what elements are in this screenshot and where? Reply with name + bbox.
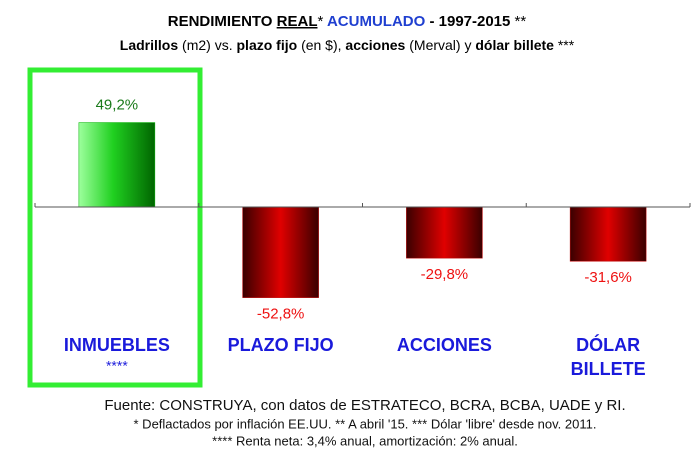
title-part: REAL — [277, 13, 318, 30]
bar — [406, 206, 483, 259]
highlight-box — [27, 67, 203, 388]
value-label: -31,6% — [584, 269, 632, 286]
x-tick-label: INMUEBLES — [64, 335, 170, 355]
subtitle-part: Ladrillos — [120, 37, 179, 53]
x-tick-label: PLAZO FIJO — [228, 335, 334, 355]
title-part: * — [318, 13, 324, 30]
subtitle-part: *** — [558, 37, 575, 53]
x-tick-label: DÓLAR BILLETE — [571, 334, 646, 379]
bar — [78, 122, 156, 208]
value-label: -29,8% — [421, 266, 469, 283]
chart-title: RENDIMIENTO REAL* ACUMULADO - 1997-2015 … — [168, 13, 527, 30]
footnote: * Deflactados por inflación EE.UU. ** A … — [134, 416, 597, 431]
footnote: Fuente: CONSTRUYA, con datos de ESTRATEC… — [104, 397, 625, 414]
title-part: ACUMULADO — [327, 13, 426, 30]
value-label: -52,8% — [257, 306, 305, 323]
subtitle-part: plazo fijo — [237, 37, 298, 53]
subtitle-part: acciones — [345, 37, 405, 53]
chart-subtitle: Ladrillos (m2) vs. plazo fijo (en $), ac… — [120, 37, 575, 53]
subtitle-part: (en $), — [301, 37, 341, 53]
footnote: **** Renta neta: 3,4% anual, amortizació… — [212, 433, 518, 448]
subtitle-part: (Merval) y — [409, 37, 471, 53]
subtitle-part: dólar billete — [475, 37, 554, 53]
x-tick-label: ACCIONES — [397, 335, 492, 355]
bar — [569, 206, 647, 262]
value-label: 49,2% — [96, 97, 139, 114]
title-part: RENDIMIENTO — [168, 13, 273, 30]
bar — [242, 206, 319, 298]
subtitle-part: (m2) vs. — [182, 37, 233, 53]
title-part: - 1997-2015 — [429, 13, 510, 30]
highlight-note: **** — [106, 358, 128, 374]
title-part: ** — [515, 13, 527, 30]
